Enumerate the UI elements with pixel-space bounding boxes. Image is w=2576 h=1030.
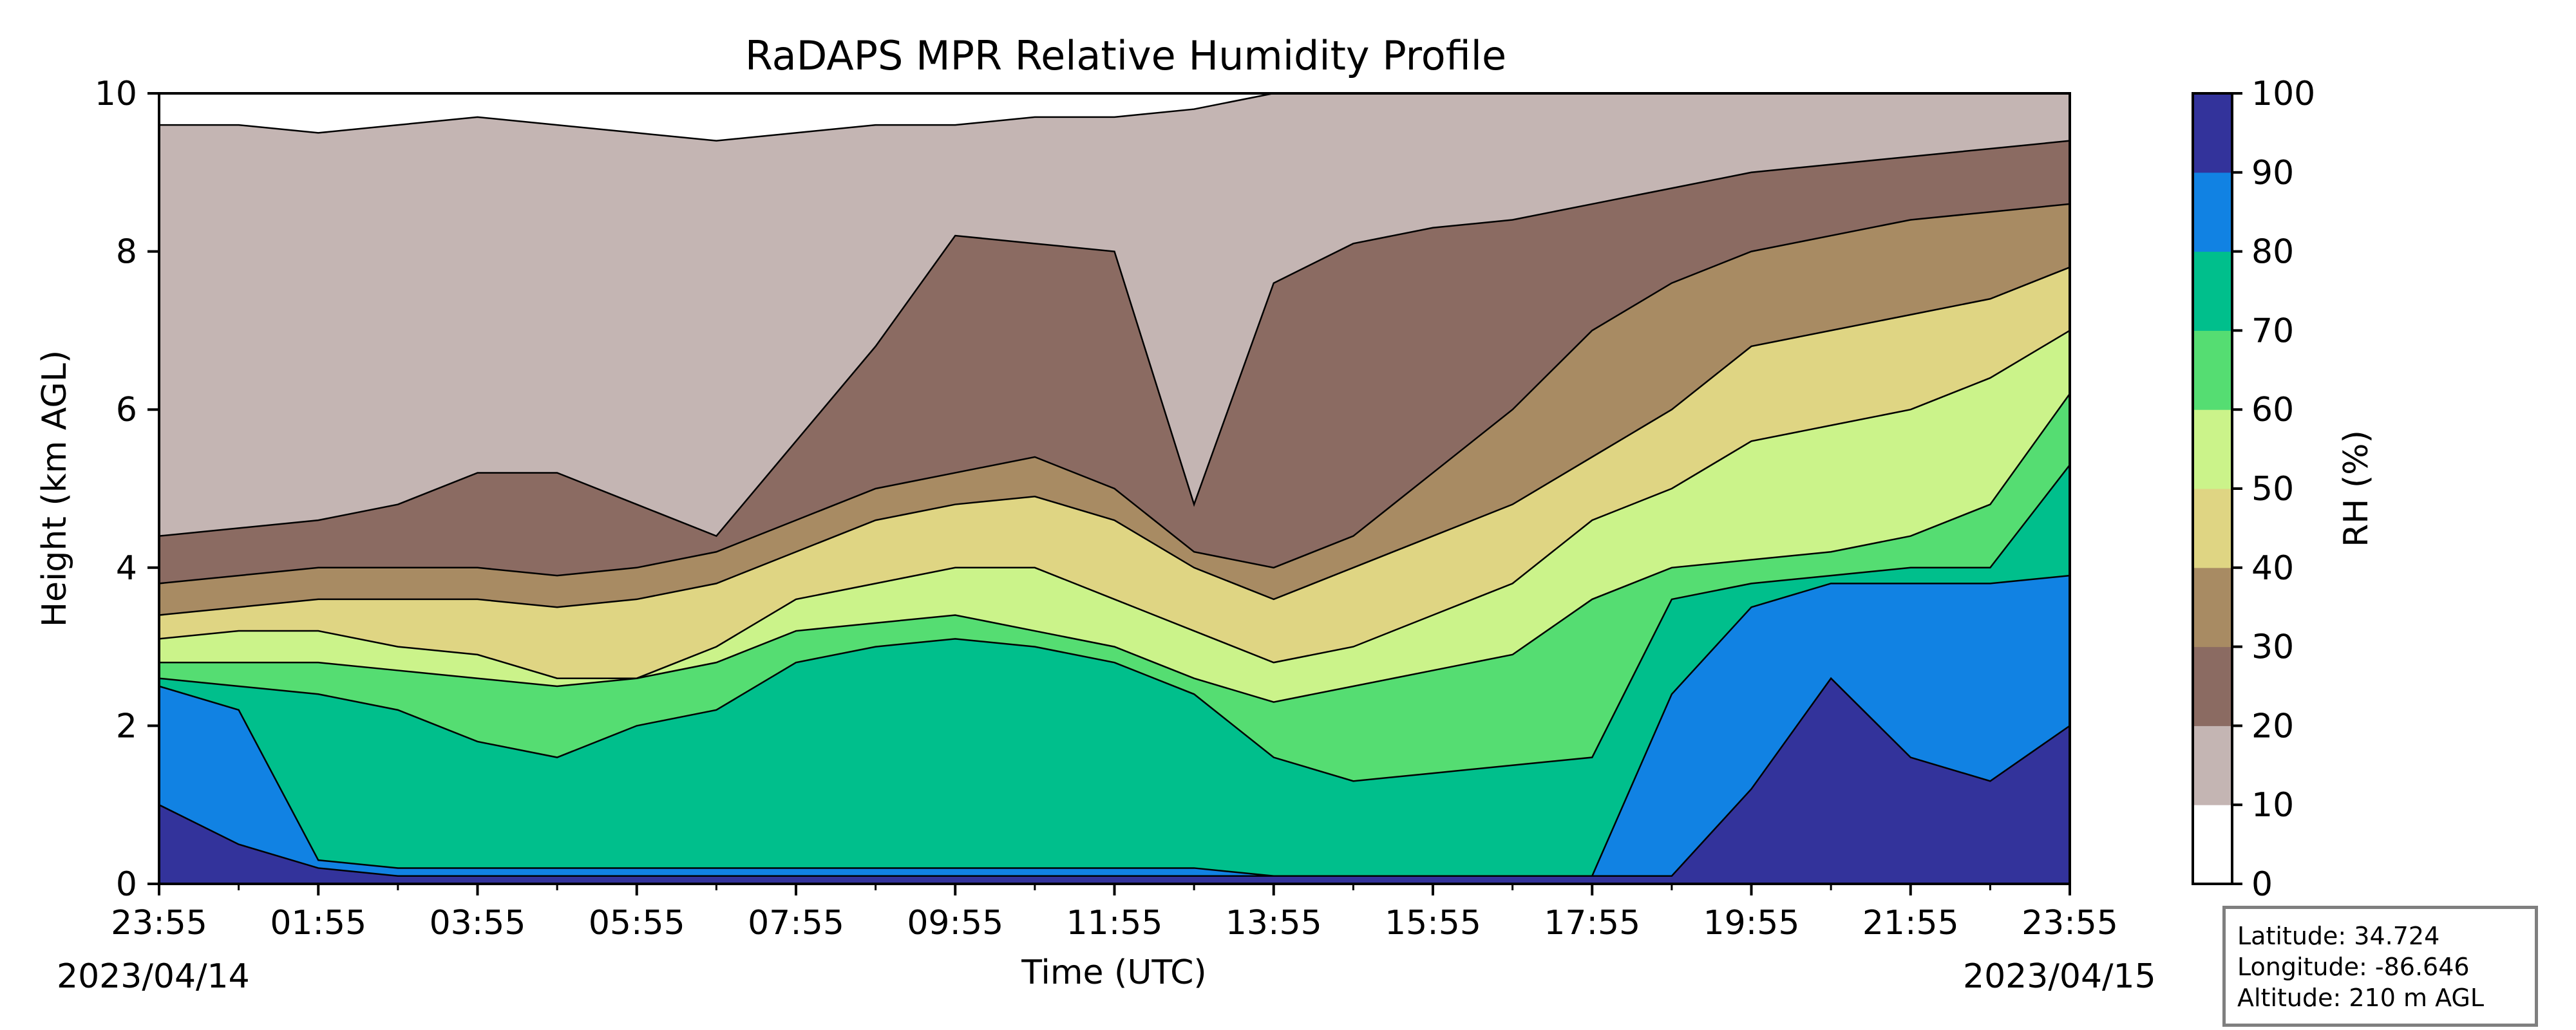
colorbar-tick-label: 20 bbox=[2251, 707, 2294, 745]
colorbar-tick-label: 100 bbox=[2251, 75, 2315, 113]
x-tick-label: 15:55 bbox=[1385, 904, 1481, 942]
x-tick-label: 03:55 bbox=[430, 904, 526, 942]
colorbar-segment bbox=[2193, 172, 2232, 252]
chart-title: RaDAPS MPR Relative Humidity Profile bbox=[745, 32, 1506, 79]
colorbar-segment bbox=[2193, 646, 2232, 726]
contour-line-50 bbox=[158, 330, 2070, 679]
altitude-text: Altitude: 210 m AGL bbox=[2237, 984, 2485, 1012]
colorbar-segment bbox=[2193, 409, 2232, 489]
contour-line-40 bbox=[158, 266, 2070, 616]
site-info-box: Latitude: 34.724 Longitude: -86.646 Alti… bbox=[2222, 906, 2538, 1027]
band-70 bbox=[159, 465, 2070, 884]
y-tick-label: 0 bbox=[116, 865, 137, 904]
contour-line-80 bbox=[158, 574, 2070, 877]
colorbar-tick-label: 10 bbox=[2251, 786, 2294, 825]
colorbar-tick-label: 40 bbox=[2251, 549, 2294, 588]
y-tick-label: 4 bbox=[116, 549, 137, 588]
x-tick-label: 23:55 bbox=[2022, 904, 2118, 942]
colorbar-segment bbox=[2193, 489, 2232, 568]
x-axis: 23:55 01:55 03:55 05:55 07:55 09:55 11:55 13:55… bbox=[111, 884, 2118, 942]
end-date-label: 2023/04/15 bbox=[1963, 957, 2156, 996]
colorbar-segment bbox=[2193, 567, 2232, 648]
colorbar-segment bbox=[2193, 805, 2232, 885]
colorbar-tick-label: 70 bbox=[2251, 312, 2294, 350]
colorbar-tick-label: 30 bbox=[2251, 628, 2294, 667]
colorbar-tick-label: 60 bbox=[2251, 391, 2294, 429]
x-tick-label: 11:55 bbox=[1066, 904, 1163, 942]
colorbar-tick-label: 50 bbox=[2251, 470, 2294, 509]
latitude-text: Latitude: 34.724 bbox=[2237, 922, 2440, 950]
y-axis-label: Height (km AGL) bbox=[35, 350, 74, 627]
colorbar-tick-label: 90 bbox=[2251, 154, 2294, 192]
x-axis-label: Time (UTC) bbox=[1021, 953, 1206, 992]
y-tick-label: 8 bbox=[116, 233, 137, 272]
x-tick-label: 19:55 bbox=[1703, 904, 1800, 942]
colorbar-tick-label: 80 bbox=[2251, 233, 2294, 272]
colorbar-segment bbox=[2193, 93, 2232, 173]
colorbar-tick-label: 0 bbox=[2251, 865, 2273, 904]
colorbar-segment bbox=[2193, 251, 2232, 331]
colorbar: 0 10 20 30 40 50 60 70 80 90 100 bbox=[2192, 75, 2315, 904]
contour-lines bbox=[158, 92, 2071, 877]
contour-line-70 bbox=[158, 464, 2070, 782]
x-tick-label: 21:55 bbox=[1862, 904, 1959, 942]
y-axis: 0 2 4 6 8 10 bbox=[95, 75, 159, 904]
contour-line-30 bbox=[158, 203, 2070, 585]
contour-line-90 bbox=[158, 677, 2070, 877]
longitude-text: Longitude: -86.646 bbox=[2237, 953, 2470, 981]
start-date-label: 2023/04/14 bbox=[57, 957, 250, 996]
x-tick-label: 23:55 bbox=[111, 904, 207, 942]
x-tick-label: 05:55 bbox=[589, 904, 685, 942]
colorbar-label: RH (%) bbox=[2337, 430, 2376, 547]
contour-line-20 bbox=[158, 140, 2070, 538]
y-tick-label: 10 bbox=[95, 75, 137, 113]
y-tick-label: 2 bbox=[116, 707, 137, 745]
x-tick-label: 17:55 bbox=[1544, 904, 1640, 942]
x-tick-label: 07:55 bbox=[748, 904, 844, 942]
y-tick-label: 6 bbox=[116, 391, 137, 429]
colorbar-segment bbox=[2193, 726, 2232, 805]
colorbar-segment bbox=[2193, 330, 2232, 410]
contour-line-60 bbox=[159, 393, 2071, 703]
band-90 bbox=[159, 678, 2070, 884]
x-tick-label: 09:55 bbox=[907, 904, 1003, 942]
x-tick-label: 01:55 bbox=[270, 904, 366, 942]
x-tick-label: 13:55 bbox=[1226, 904, 1322, 942]
